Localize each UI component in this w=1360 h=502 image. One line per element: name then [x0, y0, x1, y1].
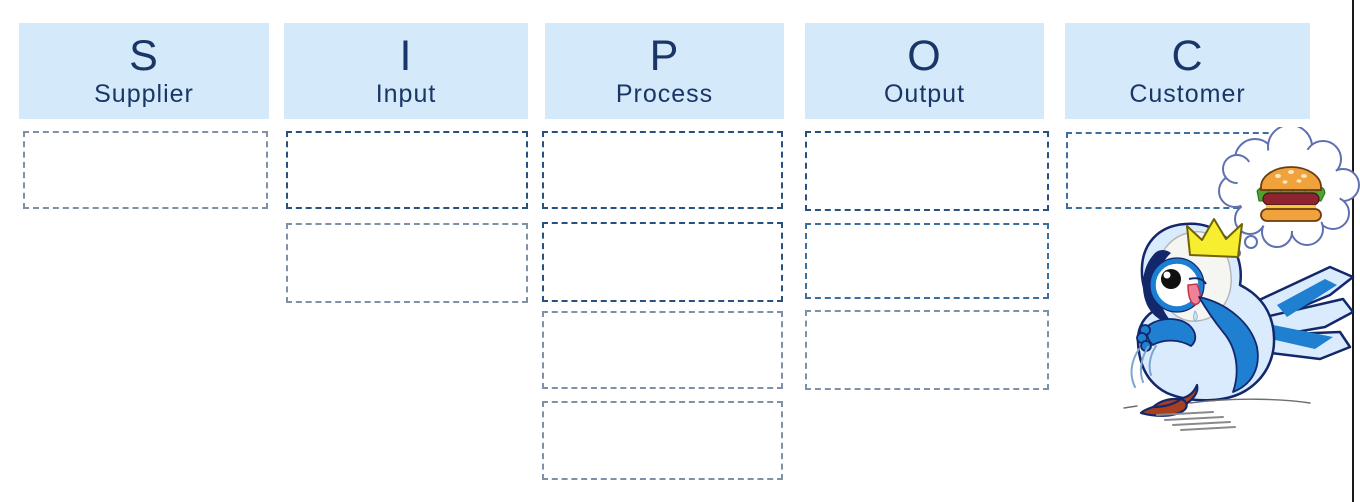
process-cell-3[interactable] — [542, 311, 783, 389]
tail-feathers — [1253, 265, 1355, 361]
beak-and-tongue — [1187, 277, 1207, 322]
page-edge-line — [1352, 0, 1354, 502]
supplier-cell-1[interactable] — [23, 131, 268, 209]
header-letter: P — [649, 32, 680, 80]
feet — [1139, 383, 1199, 417]
input-cell-2[interactable] — [286, 223, 528, 303]
process-cell-4[interactable] — [542, 401, 783, 480]
header-supplier: S Supplier — [19, 23, 269, 119]
header-label: Process — [615, 80, 714, 108]
header-letter: O — [907, 32, 942, 80]
input-cell-1[interactable] — [286, 131, 528, 209]
crown-icon — [1186, 218, 1243, 258]
process-cell-1[interactable] — [542, 131, 783, 209]
header-process: P Process — [545, 23, 784, 119]
wing-and-chest — [1136, 296, 1259, 393]
hamburger-icon — [1256, 166, 1326, 222]
header-letter: C — [1171, 32, 1204, 80]
header-label: Input — [375, 80, 437, 108]
thought-bubble-icon — [1218, 127, 1360, 258]
ground-shadow — [1123, 345, 1311, 431]
header-letter: I — [399, 32, 413, 80]
header-output: O Output — [805, 23, 1044, 119]
header-label: Supplier — [94, 80, 194, 108]
output-cell-3[interactable] — [805, 310, 1049, 390]
bird-mascot-illustration — [1123, 127, 1360, 431]
header-input: I Input — [284, 23, 528, 119]
process-cell-2[interactable] — [542, 222, 783, 302]
output-cell-1[interactable] — [805, 131, 1049, 211]
header-letter: S — [129, 32, 159, 80]
header-customer: C Customer — [1065, 23, 1310, 119]
header-label: Output — [883, 80, 966, 108]
header-label: Customer — [1129, 80, 1246, 108]
output-cell-2[interactable] — [805, 223, 1049, 299]
